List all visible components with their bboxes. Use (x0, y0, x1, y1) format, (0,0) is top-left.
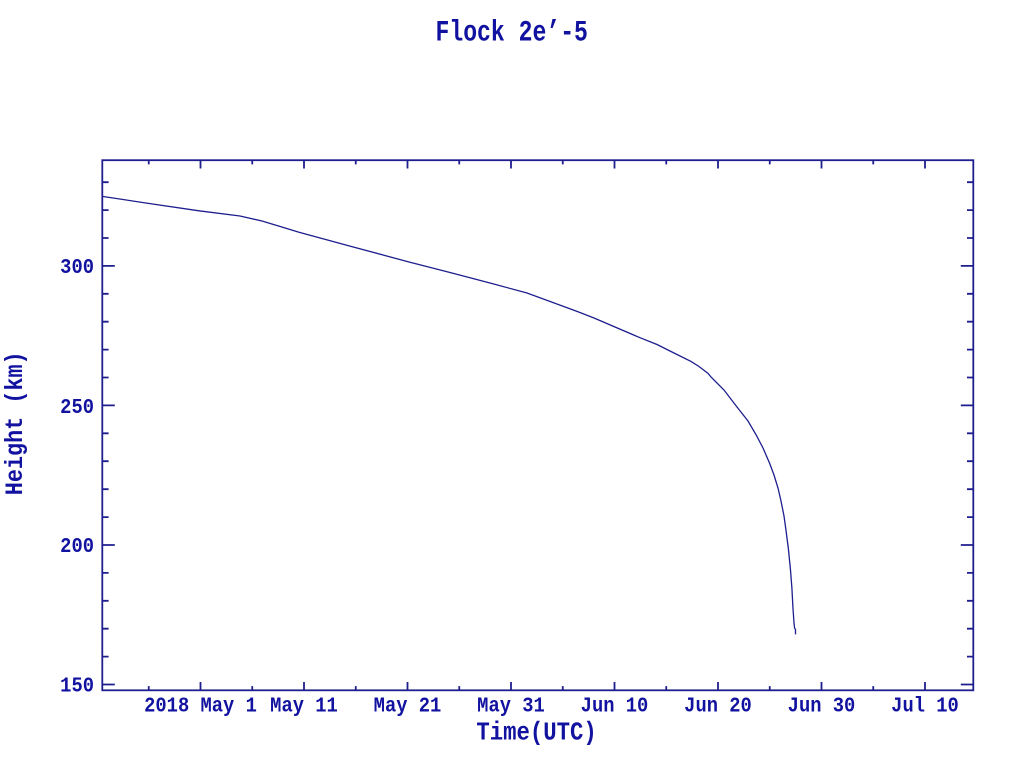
svg-text:Height (km): Height (km) (2, 351, 31, 495)
svg-text:May 11: May 11 (270, 695, 338, 719)
svg-text:Time(UTC): Time(UTC) (476, 719, 596, 748)
svg-text:Jun 20: Jun 20 (684, 695, 752, 719)
svg-text:Jul 10: Jul 10 (891, 695, 959, 719)
svg-text:250: 250 (60, 396, 94, 420)
svg-text:300: 300 (60, 256, 94, 280)
svg-text:May 21: May 21 (374, 695, 442, 719)
svg-text:2018 May 1: 2018 May 1 (144, 695, 257, 719)
svg-text:Flock 2e’-5: Flock 2e’-5 (435, 17, 587, 51)
svg-text:May 31: May 31 (477, 695, 545, 719)
svg-text:150: 150 (60, 675, 94, 699)
svg-text:Jun 10: Jun 10 (581, 695, 649, 719)
svg-text:Jun 30: Jun 30 (788, 695, 856, 719)
svg-text:200: 200 (60, 535, 94, 559)
